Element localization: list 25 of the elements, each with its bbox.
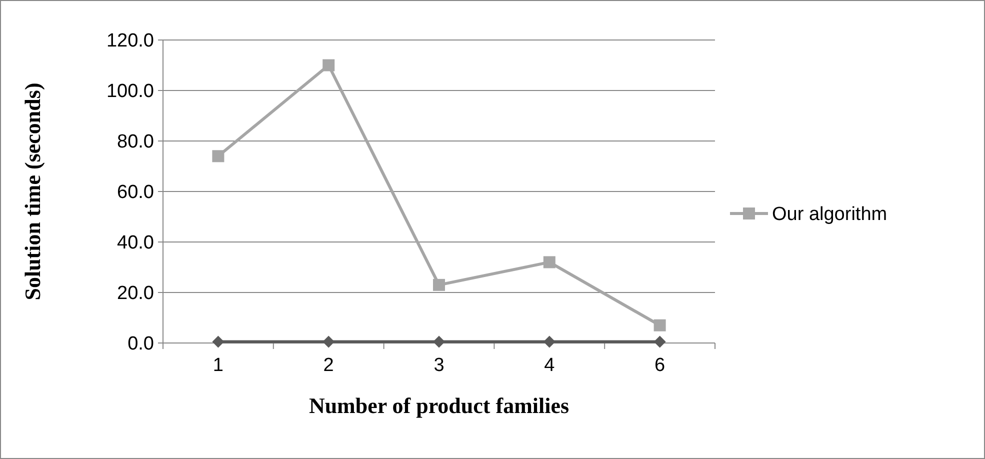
x-tick-label: 3 xyxy=(434,355,444,376)
x-tick-label: 4 xyxy=(544,355,556,376)
y-tick-label: 60.0 xyxy=(117,182,154,204)
point xyxy=(212,150,224,162)
point xyxy=(654,336,666,348)
point xyxy=(433,336,445,348)
point xyxy=(212,336,224,348)
x-tick-label: 6 xyxy=(654,355,666,376)
y-tick-label: 40.0 xyxy=(117,232,154,254)
y-tick-label: 0.0 xyxy=(128,334,154,355)
y-tick-label: 20.0 xyxy=(117,283,154,304)
x-tick-label: 1 xyxy=(212,355,224,376)
x-tick-label: 2 xyxy=(323,355,334,376)
point xyxy=(543,336,556,348)
x-axis-title: Number of product families xyxy=(308,393,570,418)
point xyxy=(322,336,335,348)
y-tick-label: 120.0 xyxy=(106,30,154,52)
y-axis-title: Solution time (seconds) xyxy=(20,82,45,300)
point xyxy=(654,319,666,332)
point xyxy=(543,256,556,268)
point xyxy=(322,59,335,72)
point xyxy=(433,278,445,291)
y-tick-label: 80.0 xyxy=(117,132,154,153)
y-tick-label: 100.0 xyxy=(106,81,154,102)
legend-label: Our algorithm xyxy=(772,204,888,226)
